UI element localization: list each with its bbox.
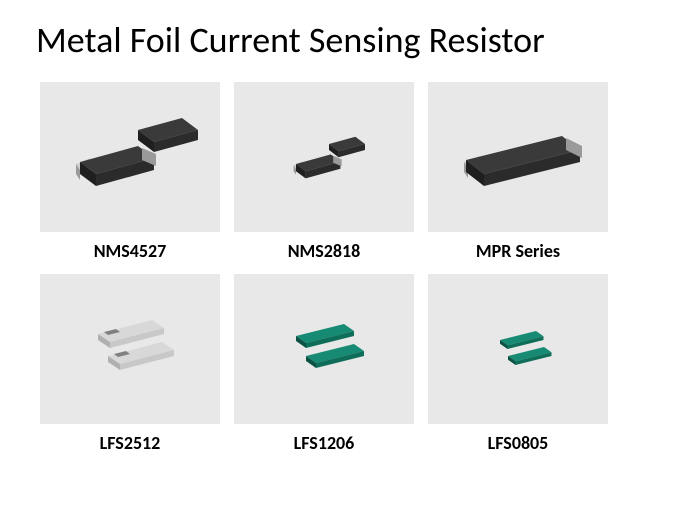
one-black-chip-wide-icon: [428, 82, 608, 232]
product-image-nms2818: [234, 82, 414, 232]
two-green-chips-small-icon: [428, 274, 608, 424]
product-label: LFS2512: [100, 432, 161, 454]
two-silver-chips-icon: [40, 274, 220, 424]
two-black-chips-large-icon: [40, 82, 220, 232]
product-image-lfs0805: [428, 274, 608, 424]
two-black-chips-small-icon: [234, 82, 414, 232]
product-cell-nms2818: NMS2818: [234, 82, 414, 262]
product-cell-mpr-series: MPR Series: [428, 82, 608, 262]
product-label: NMS2818: [288, 240, 361, 262]
product-grid: NMS4527 NMS2818: [0, 62, 677, 454]
product-image-lfs2512: [40, 274, 220, 424]
page-title: Metal Foil Current Sensing Resistor: [0, 0, 677, 62]
product-cell-lfs2512: LFS2512: [40, 274, 220, 454]
product-cell-lfs1206: LFS1206: [234, 274, 414, 454]
product-image-mpr-series: [428, 82, 608, 232]
two-green-chips-icon: [234, 274, 414, 424]
product-image-nms4527: [40, 82, 220, 232]
product-cell-lfs0805: LFS0805: [428, 274, 608, 454]
product-label: LFS0805: [488, 432, 549, 454]
product-label: MPR Series: [476, 240, 560, 262]
product-cell-nms4527: NMS4527: [40, 82, 220, 262]
product-label: LFS1206: [294, 432, 355, 454]
product-label: NMS4527: [94, 240, 167, 262]
product-image-lfs1206: [234, 274, 414, 424]
